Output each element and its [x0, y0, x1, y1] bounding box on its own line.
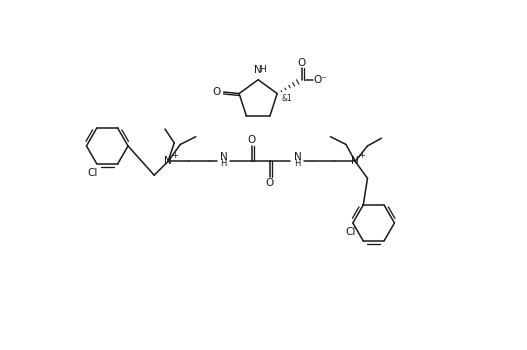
Text: +: +: [358, 152, 365, 160]
Text: H: H: [220, 159, 227, 168]
Text: Cl: Cl: [88, 168, 98, 178]
Text: Cl: Cl: [345, 227, 356, 237]
Text: O: O: [266, 178, 274, 188]
Text: &1: &1: [281, 94, 292, 103]
Text: N: N: [164, 156, 172, 166]
Text: O: O: [213, 87, 221, 97]
Text: +: +: [171, 152, 178, 160]
Text: H: H: [259, 65, 266, 74]
Text: O: O: [248, 135, 256, 145]
Text: H: H: [294, 159, 300, 168]
Text: N: N: [352, 156, 359, 166]
Text: O: O: [298, 58, 306, 68]
Text: O⁻: O⁻: [314, 75, 327, 85]
Text: N: N: [294, 153, 301, 162]
Text: N: N: [254, 65, 262, 75]
Text: N: N: [220, 153, 227, 162]
